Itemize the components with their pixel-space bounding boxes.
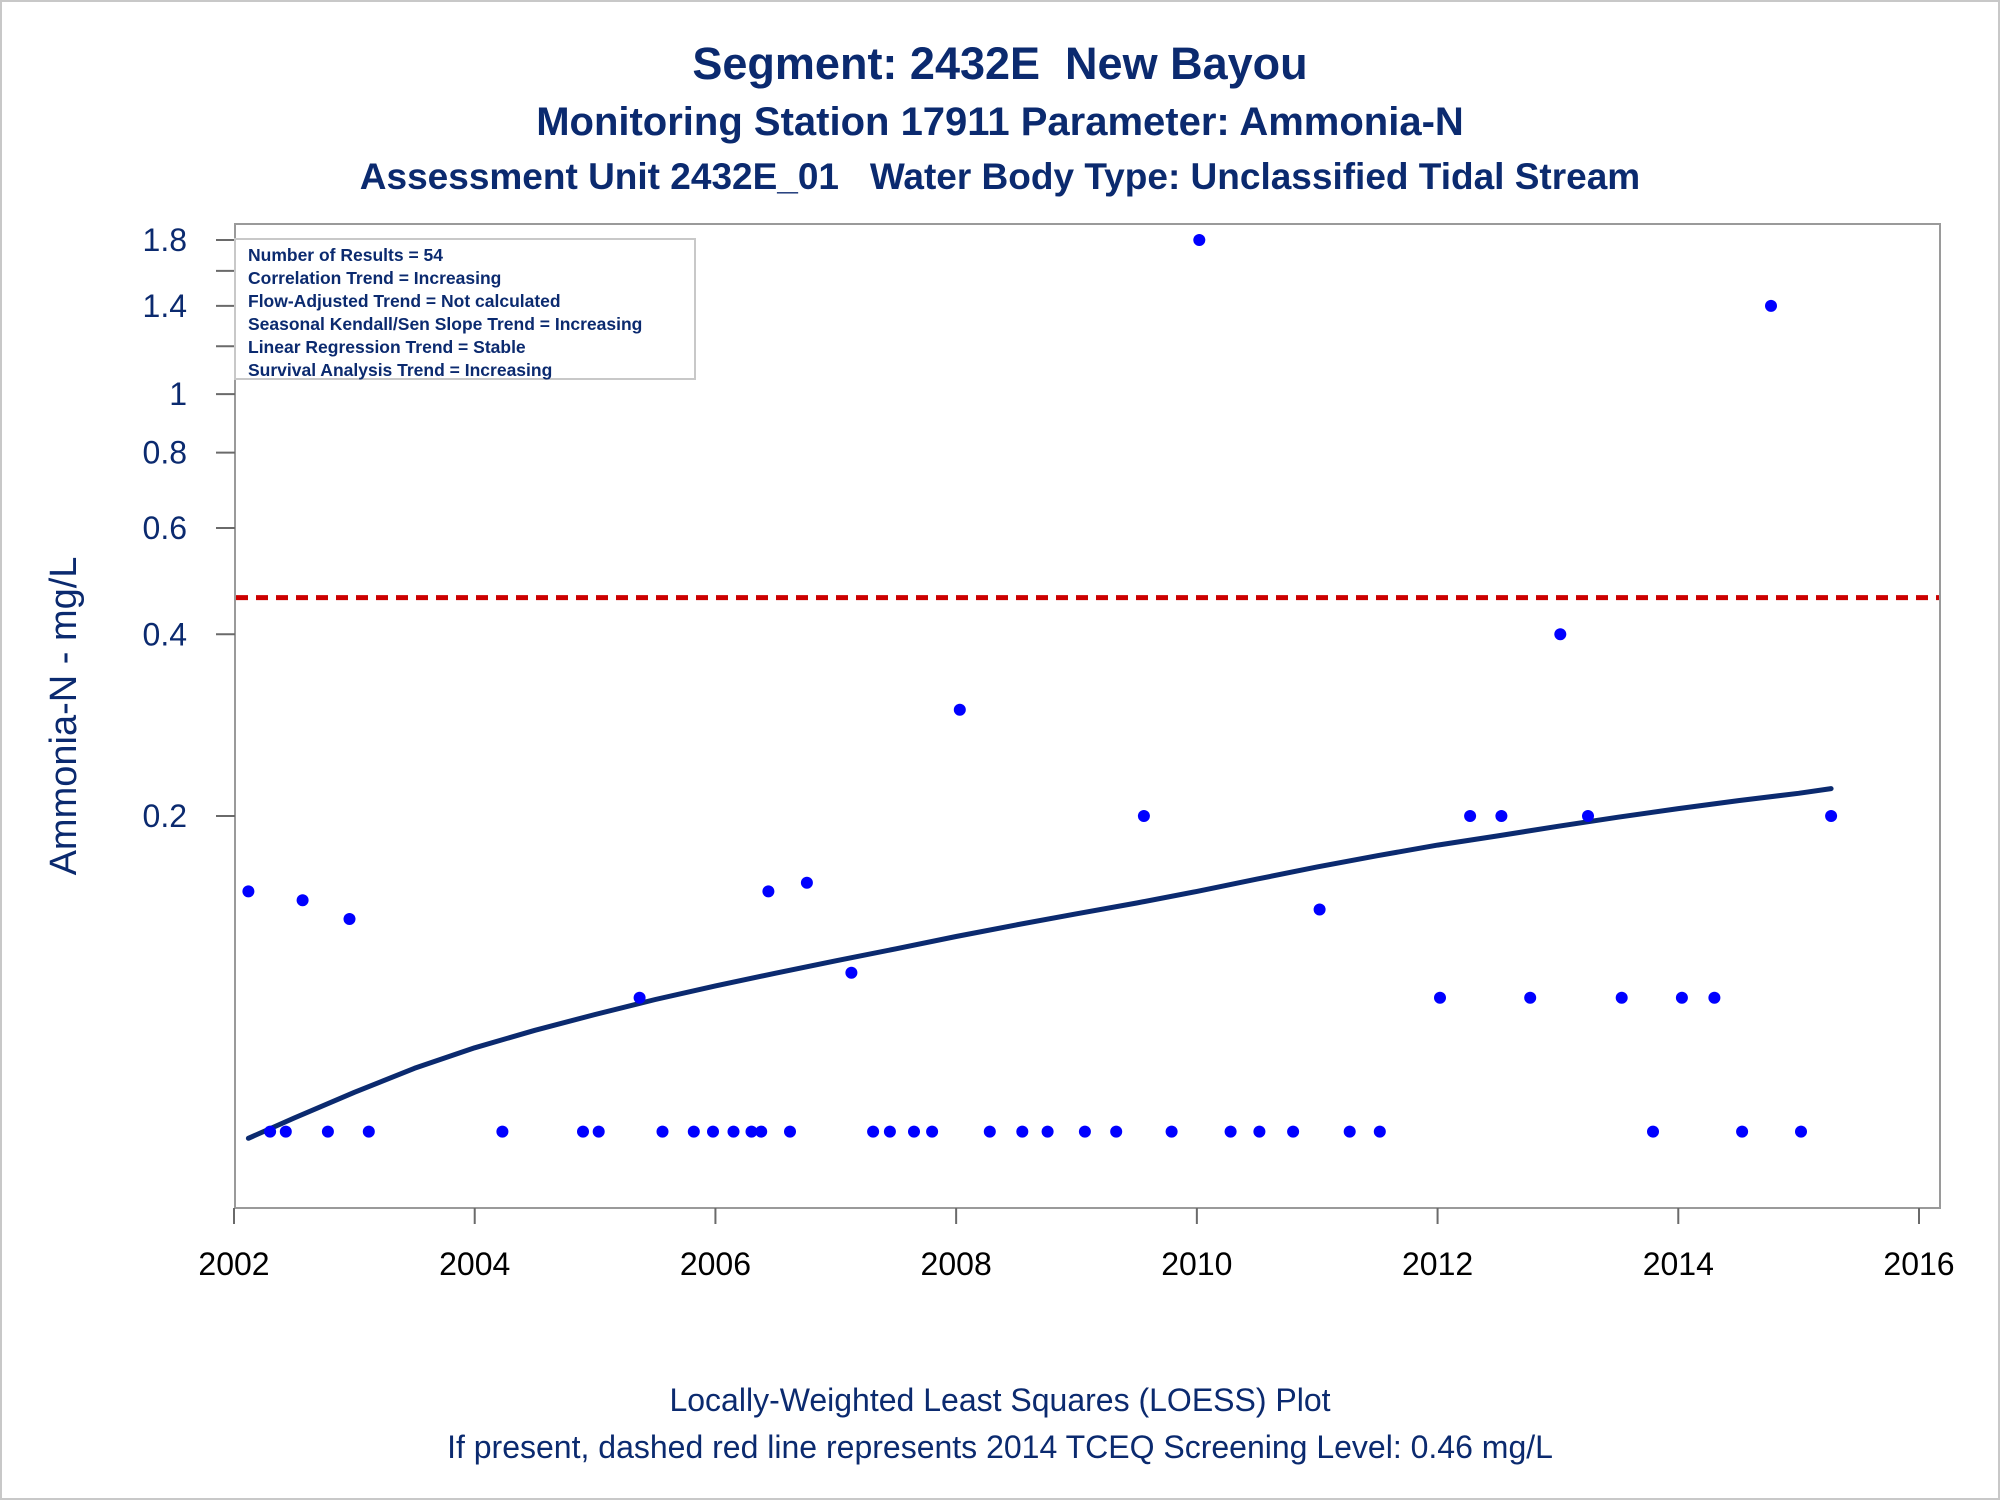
data-point: [1675, 991, 1688, 1004]
data-point: [1765, 299, 1777, 312]
data-point: [687, 1125, 700, 1138]
data-point: [1165, 1125, 1178, 1138]
data-point: [296, 894, 309, 907]
x-tick-label: 2010: [1161, 1246, 1232, 1282]
data-point: [343, 913, 356, 925]
data-point: [362, 1125, 375, 1138]
data-point: [1708, 991, 1721, 1004]
data-point: [926, 1125, 939, 1138]
data-point: [784, 1125, 796, 1138]
data-point: [1582, 810, 1594, 822]
stat-correlation-trend: Correlation Trend = Increasing: [248, 268, 502, 288]
data-point: [1313, 903, 1326, 916]
plot-area: [234, 223, 1941, 1209]
data-point: [707, 1125, 719, 1138]
data-point: [1825, 810, 1838, 822]
x-tick-label: 2004: [439, 1246, 510, 1282]
data-point: [633, 991, 646, 1004]
x-tick-label: 2006: [680, 1246, 751, 1282]
data-point: [845, 966, 858, 979]
data-point: [592, 1125, 605, 1138]
y-tick-label: 0.6: [143, 510, 187, 546]
y-tick-label: 1.4: [143, 288, 187, 324]
chart-subtitle-2: Assessment Unit 2432E_01 Water Body Type…: [359, 156, 1641, 197]
stat-number-of-results: Number of Results = 54: [248, 245, 443, 265]
data-point: [1016, 1125, 1029, 1138]
y-axis: 0.2 0.4 0.6 0.8 1 1.4 1.8: [143, 222, 235, 834]
data-point: [1524, 991, 1537, 1004]
data-points: [242, 234, 1838, 1138]
chart-subtitle: Monitoring Station 17911 Parameter: Ammo…: [536, 100, 1464, 144]
data-point: [1464, 810, 1477, 822]
data-point: [1193, 234, 1206, 246]
data-point: [264, 1125, 277, 1138]
data-point: [1110, 1125, 1123, 1138]
y-tick-label: 1.8: [143, 222, 187, 258]
footnote-loess: Locally-Weighted Least Squares (LOESS) P…: [669, 1382, 1331, 1418]
y-tick-label: 0.4: [143, 616, 187, 652]
x-tick-label: 2012: [1402, 1246, 1473, 1282]
chart-title: Segment: 2432E New Bayou: [692, 38, 1308, 89]
x-tick-label: 2008: [921, 1246, 992, 1282]
data-point: [1373, 1125, 1386, 1138]
y-axis-label: Ammonia-N - mg/L: [43, 557, 85, 876]
data-point: [1343, 1125, 1356, 1138]
data-point: [1224, 1125, 1237, 1138]
data-point: [656, 1125, 669, 1138]
data-point: [953, 703, 966, 716]
data-point: [577, 1125, 589, 1138]
data-point: [1434, 991, 1446, 1004]
data-point: [800, 876, 813, 889]
data-point: [242, 885, 255, 898]
data-point: [1137, 810, 1150, 822]
data-point: [496, 1125, 509, 1138]
x-axis: 2002 2004 2006 2008 2010 2012 2014 2016: [198, 1208, 1955, 1282]
data-point: [1495, 810, 1508, 822]
data-point: [1736, 1125, 1749, 1138]
data-point: [1647, 1125, 1659, 1138]
data-point: [867, 1125, 880, 1138]
data-point: [1554, 628, 1567, 641]
x-tick-label: 2016: [1883, 1246, 1954, 1282]
loess-curve: [245, 786, 1834, 1141]
data-point: [908, 1125, 920, 1138]
data-point: [727, 1125, 740, 1138]
y-tick-label: 0.8: [143, 435, 187, 471]
data-point: [1615, 991, 1628, 1004]
stat-seasonal-kendall-trend: Seasonal Kendall/Sen Slope Trend = Incre…: [248, 314, 643, 334]
data-point: [1287, 1125, 1300, 1138]
data-point: [983, 1125, 996, 1138]
x-tick-label: 2014: [1643, 1246, 1714, 1282]
data-point: [279, 1125, 292, 1138]
data-point: [1078, 1125, 1091, 1138]
y-tick-label: 0.2: [143, 798, 187, 834]
footnote-screening-level: If present, dashed red line represents 2…: [447, 1429, 1553, 1465]
data-point: [883, 1125, 896, 1138]
data-point: [1253, 1125, 1266, 1138]
data-point: [755, 1125, 768, 1138]
y-tick-label: 1: [169, 376, 187, 412]
stat-flow-adjusted-trend: Flow-Adjusted Trend = Not calculated: [248, 291, 561, 311]
data-point: [1041, 1125, 1054, 1138]
data-point: [321, 1125, 334, 1138]
stat-linear-regression-trend: Linear Regression Trend = Stable: [248, 337, 526, 357]
loess-curve-group: [245, 786, 1834, 1141]
x-tick-label: 2002: [198, 1246, 269, 1282]
data-point: [1795, 1125, 1807, 1138]
data-point: [762, 885, 775, 898]
data-point: [745, 1125, 758, 1138]
stat-survival-analysis-trend: Survival Analysis Trend = Increasing: [248, 360, 553, 380]
trend-stats-box: Number of Results = 54 Correlation Trend…: [234, 238, 696, 380]
